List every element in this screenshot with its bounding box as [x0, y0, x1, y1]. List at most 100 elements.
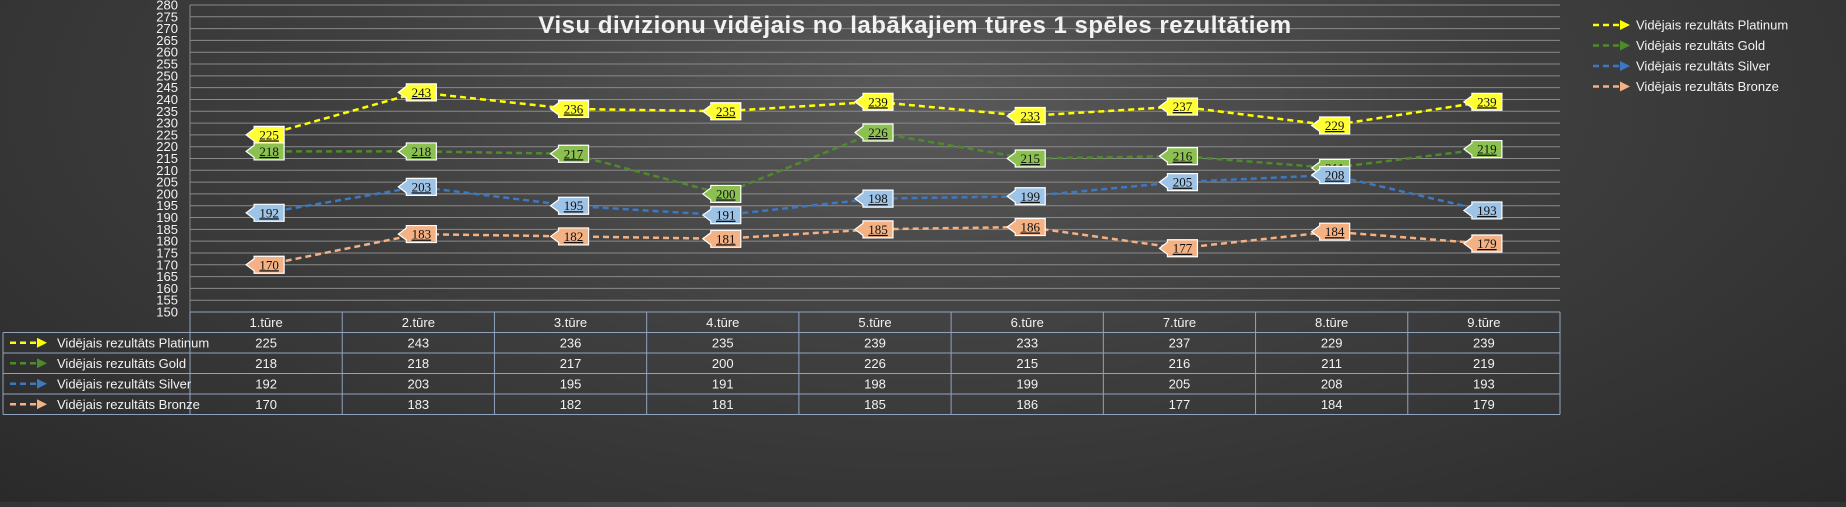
table-cell: 211: [1321, 356, 1342, 371]
data-label: 203: [397, 177, 437, 196]
y-tick-label: 150: [156, 305, 178, 320]
data-table: 1.tūre 2.tūre 3.tūre 4.tūre 5.tūre 6.tūre 7.tū…: [2, 311, 1561, 415]
table-cell: 203: [407, 376, 429, 391]
data-label: 235: [701, 102, 742, 121]
data-label: 208: [1310, 165, 1351, 185]
data-label-box: [1158, 147, 1199, 166]
legend-item: Vidējais rezultāts Bronze: [1593, 79, 1779, 94]
table-cell: 217: [560, 356, 582, 371]
category-label: 1.tūre: [249, 315, 282, 330]
data-label-text: 184: [1325, 224, 1345, 239]
y-tick-label: 155: [156, 293, 178, 308]
table-cell: 226: [864, 356, 886, 371]
data-label-text: 191: [716, 208, 736, 223]
y-tick-label: 245: [156, 80, 178, 95]
data-label-text: 239: [1477, 94, 1497, 109]
data-label: 225: [245, 125, 285, 144]
legend-item: Vidējais rezultāts Platinum: [1593, 18, 1788, 33]
category-label: 7.tūre: [1163, 315, 1196, 330]
table-cell: 185: [864, 397, 886, 412]
legend-label: Vidējais rezultāts Silver: [1636, 59, 1771, 74]
data-label: 233: [1006, 106, 1046, 126]
data-label: 243: [397, 83, 437, 102]
table-row-header: Vidējais rezultāts Silver: [57, 376, 192, 391]
data-label-box: [1006, 149, 1046, 168]
data-label: 236: [549, 99, 590, 119]
table-cell: 216: [1169, 356, 1191, 371]
y-tick-label: 275: [156, 9, 178, 24]
y-tick-label: 175: [156, 245, 178, 260]
data-label: 170: [245, 255, 285, 274]
data-label-box: [701, 206, 742, 225]
data-label-box: [397, 142, 437, 161]
data-label: 217: [549, 144, 590, 163]
data-label-box: [549, 144, 590, 163]
table-cell: 182: [560, 397, 582, 412]
data-label: 199: [1006, 187, 1046, 206]
table-cell: 183: [407, 397, 429, 412]
table-cell: 205: [1169, 376, 1191, 391]
category-label: 8.tūre: [1315, 315, 1348, 330]
table-row-header: Vidējais rezultāts Platinum: [57, 335, 209, 350]
data-label: 219: [1462, 139, 1503, 159]
data-label-box: [245, 255, 285, 274]
data-label-box: [1006, 106, 1046, 126]
y-tick-label: 220: [156, 139, 178, 154]
data-label: 182: [549, 227, 590, 246]
legend: Vidējais rezultāts Platinum Vidējais rezu…: [1593, 18, 1788, 94]
y-tick-label: 250: [156, 68, 178, 83]
table-row-header: Vidējais rezultāts Bronze: [57, 397, 200, 412]
data-label-box: [853, 92, 894, 111]
data-label-text: 185: [868, 222, 888, 237]
data-label-box: [397, 83, 437, 102]
data-label: 183: [397, 224, 437, 244]
series-line: [266, 131, 1485, 196]
data-label-box: [701, 102, 742, 121]
data-label-text: 199: [1020, 189, 1040, 204]
table-cell: 186: [1016, 397, 1038, 412]
y-tick-label: 165: [156, 269, 178, 284]
data-label-text: 198: [868, 191, 888, 206]
table-cell: 233: [1016, 335, 1038, 350]
table-cell: 193: [1473, 376, 1495, 391]
data-label-text: 229: [1325, 118, 1345, 133]
data-label-box: [701, 229, 742, 248]
table-cell: 195: [560, 376, 582, 391]
data-label: 177: [1158, 239, 1199, 258]
y-tick-label: 180: [156, 234, 178, 249]
data-label: 193: [1462, 201, 1503, 220]
data-label-box: [1158, 173, 1199, 192]
y-tick-label: 265: [156, 33, 178, 48]
data-label-text: 219: [1477, 142, 1497, 157]
table-cell: 218: [407, 356, 429, 371]
data-label-text: 181: [716, 231, 736, 246]
legend-item: Vidējais rezultāts Gold: [1593, 38, 1765, 53]
table-row-header: Vidējais rezultāts Gold: [57, 356, 186, 371]
y-tick-label: 205: [156, 175, 178, 190]
data-label-text: 193: [1477, 203, 1497, 218]
data-label-text: 186: [1020, 219, 1040, 234]
data-label: 218: [245, 142, 285, 161]
data-label: 237: [1158, 97, 1199, 116]
legend-item: Vidējais rezultāts Silver: [1593, 59, 1771, 74]
data-label-text: 208: [1325, 168, 1345, 183]
y-axis: 1501551601651701751801851901952002052102…: [156, 0, 178, 320]
data-label-text: 239: [868, 94, 888, 109]
y-tick-label: 260: [156, 45, 178, 60]
data-label-box: [1310, 222, 1351, 241]
y-tick-label: 280: [156, 0, 178, 13]
data-label-text: 218: [412, 144, 432, 159]
data-label: 239: [853, 92, 894, 111]
data-label: 200: [701, 184, 742, 204]
y-tick-label: 195: [156, 198, 178, 213]
legend-label: Vidējais rezultāts Gold: [1636, 38, 1765, 53]
data-label: 229: [1310, 116, 1351, 135]
data-label-text: 177: [1173, 241, 1193, 256]
table-cell: 218: [255, 356, 277, 371]
legend-label: Vidējais rezultāts Platinum: [1636, 18, 1788, 33]
series-lines: [265, 91, 1485, 267]
data-label-text: 183: [412, 227, 432, 242]
data-label: 186: [1006, 217, 1046, 237]
